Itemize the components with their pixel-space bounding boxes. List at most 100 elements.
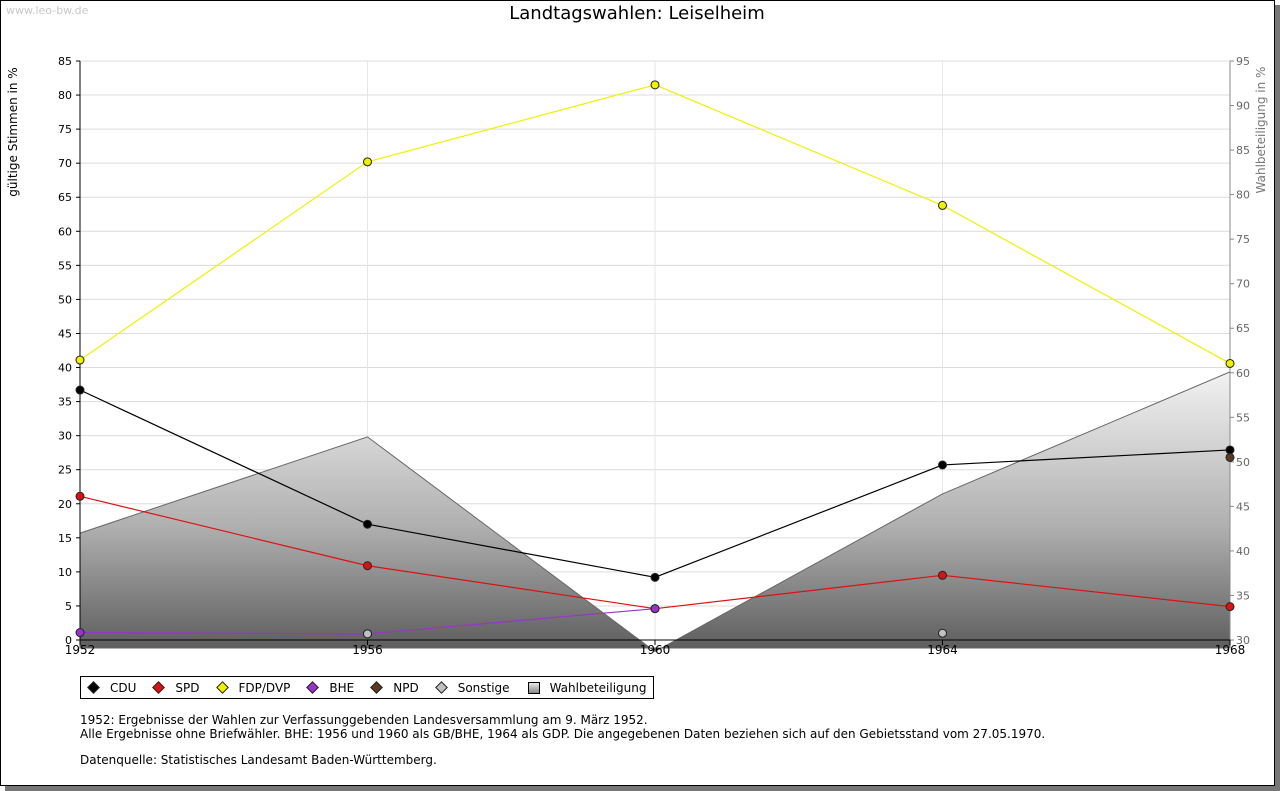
legend-marker	[152, 681, 166, 694]
y-tick-label: 55	[58, 259, 72, 272]
data-point	[1225, 452, 1235, 462]
notes: 1952: Ergebnisse der Wahlen zur Verfassu…	[80, 713, 1045, 767]
data-point	[938, 628, 947, 638]
data-point	[650, 572, 660, 582]
y-tick-label: 5	[65, 600, 72, 613]
series-line-segment	[654, 464, 943, 578]
data-point	[75, 385, 85, 395]
y-right-tick-label: 50	[1236, 456, 1250, 469]
data-point	[1225, 445, 1235, 455]
y-tick-label: 45	[58, 327, 72, 340]
data-point	[938, 460, 947, 470]
data-point	[938, 570, 947, 580]
chart-title: Landtagswahlen: Leiselheim	[509, 3, 765, 24]
y-right-tick-label: 30	[1236, 634, 1250, 647]
y-right-tick-label: 80	[1236, 189, 1250, 202]
data-point	[650, 80, 660, 90]
data-point	[75, 355, 85, 365]
y-tick-label: 35	[58, 396, 72, 409]
data-point	[363, 157, 372, 167]
data-point	[938, 200, 947, 210]
y-right-tick-label: 75	[1236, 233, 1250, 246]
data-point	[75, 628, 85, 638]
data-point	[650, 604, 660, 614]
legend-label: BHE	[329, 680, 355, 695]
legend-marker	[306, 681, 320, 694]
y-tick-label: 15	[58, 532, 72, 545]
note-general: Alle Ergebnisse ohne Briefwähler. BHE: 1…	[80, 727, 1046, 741]
y-right-tick-label: 60	[1236, 367, 1250, 380]
x-tick-label: 1964	[927, 643, 958, 657]
legend-label: Sonstige	[457, 680, 510, 695]
y-tick-label: 25	[58, 464, 72, 477]
x-tick-label: 1956	[352, 643, 383, 657]
y-right-tick-label: 35	[1236, 589, 1250, 602]
series-line-segment	[79, 631, 368, 635]
legend-marker	[215, 681, 229, 694]
y-right-tick-label: 55	[1236, 411, 1250, 424]
legend-item: Sonstige	[434, 680, 510, 695]
y-right-tick-label: 70	[1236, 278, 1250, 291]
series-line-segment	[367, 84, 656, 163]
y-tick-label: 70	[58, 157, 72, 170]
data-point	[1225, 358, 1235, 368]
y-right-tick-label: 65	[1236, 322, 1250, 335]
y-tick-label: 0	[65, 634, 72, 647]
legend-label: CDU	[110, 680, 137, 695]
legend-label: NPD	[393, 680, 419, 695]
y-tick-label: 60	[58, 225, 72, 238]
y-tick-label: 20	[58, 498, 72, 511]
legend: CDU SPD FDP/DVP BHE NPD Sonstige Wahlbeteiligu…	[80, 676, 654, 699]
series-line-segment	[942, 204, 1231, 364]
y-right-tick-label: 95	[1236, 55, 1250, 68]
legend-item: Wahlbeteiligung	[527, 680, 647, 695]
y-tick-label: 75	[58, 123, 72, 136]
y-tick-label: 65	[58, 191, 72, 204]
series-line-segment	[942, 574, 1231, 608]
y-right-tick-label: 85	[1236, 144, 1250, 157]
series-line-segment	[79, 495, 368, 567]
series-line-segment	[79, 161, 368, 361]
data-point	[1225, 602, 1235, 612]
legend-marker	[87, 681, 100, 694]
x-tick-label: 1960	[640, 643, 671, 657]
y-tick-label: 80	[58, 89, 72, 102]
legend-marker	[434, 681, 448, 694]
y-tick-label: 40	[58, 362, 72, 375]
series-line-segment	[654, 84, 943, 206]
legend-marker	[527, 681, 540, 694]
watermark: www.leo-bw.de	[6, 4, 89, 17]
y-tick-label: 10	[58, 566, 72, 579]
series-line-segment	[942, 449, 1231, 466]
legend-label: FDP/DVP	[238, 680, 291, 695]
series-line-segment	[367, 565, 656, 610]
series-line-segment	[654, 574, 943, 610]
data-source: Datenquelle: Statistisches Landesamt Bad…	[80, 753, 437, 767]
legend-item: NPD	[370, 680, 419, 695]
series-line-segment	[79, 389, 368, 525]
data-point	[75, 491, 85, 501]
data-point	[363, 519, 372, 529]
y-right-tick-label: 90	[1236, 100, 1250, 113]
y-right-tick-label: 40	[1236, 545, 1250, 558]
legend-label: Wahlbeteiligung	[549, 680, 647, 695]
y-tick-label: 30	[58, 430, 72, 443]
x-tick-label: 1952	[65, 643, 96, 657]
y-right-tick-label: 45	[1236, 500, 1250, 513]
data-point	[363, 629, 372, 639]
legend-item: CDU	[87, 680, 137, 695]
legend-item: SPD	[152, 680, 200, 695]
legend-label: SPD	[175, 680, 200, 695]
legend-marker	[370, 681, 384, 694]
series-line-segment	[367, 523, 656, 578]
y-tick-label: 50	[58, 293, 72, 306]
legend-item: FDP/DVP	[215, 680, 291, 695]
data-point	[363, 561, 372, 571]
legend-item: BHE	[306, 680, 355, 695]
note-1952: 1952: Ergebnisse der Wahlen zur Verfassu…	[80, 713, 648, 727]
x-tick-label: 1968	[1215, 643, 1246, 657]
series-line-segment	[367, 608, 656, 635]
y-tick-label: 85	[58, 55, 72, 68]
